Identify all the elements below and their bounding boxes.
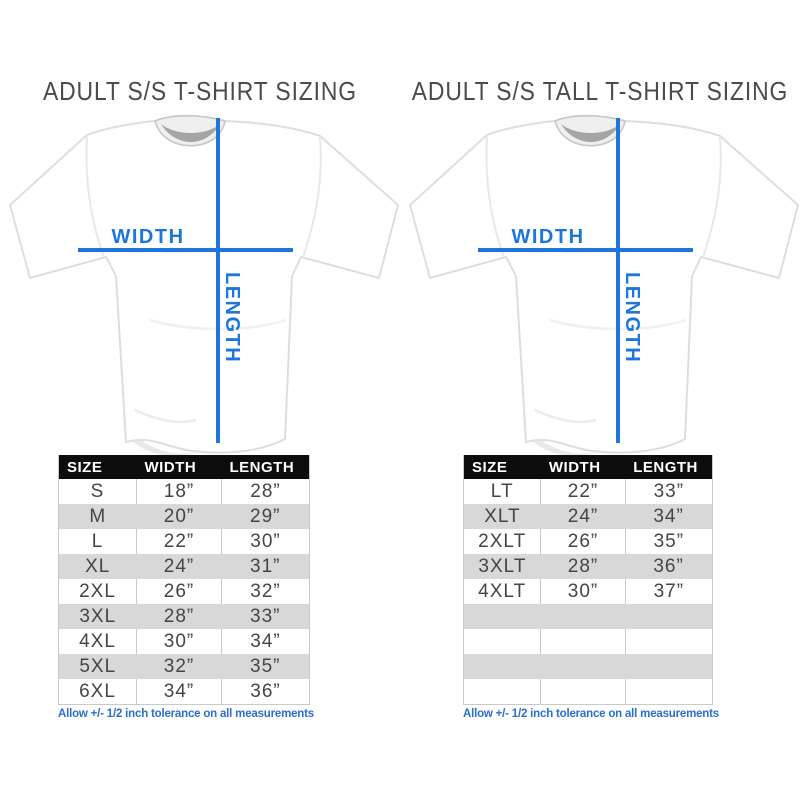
table-cell: 36” [653, 555, 684, 577]
table-cell: 24” [567, 505, 599, 527]
table-cell: 28” [567, 555, 599, 577]
size-table: SIZE WIDTH LENGTH S 18” 28” M 20” 29” L 22” 30” X… [58, 455, 310, 705]
tolerance-note: Allow +/- 1/2 inch tolerance on all meas… [58, 708, 314, 720]
table-cell: XLT [484, 505, 521, 527]
column-header-size: SIZE [59, 455, 137, 479]
table-cell: 26” [540, 529, 626, 554]
table-cell: 34” [136, 679, 222, 704]
table-cell: L [91, 530, 104, 552]
column-header-length: LENGTH [221, 455, 309, 479]
table-row [464, 654, 712, 679]
table-cell: 22” [540, 479, 626, 504]
table-cell: 37” [624, 579, 712, 604]
table-row: 4XLT 30” 37” [464, 579, 712, 604]
tolerance-note: Allow +/- 1/2 inch tolerance on all meas… [463, 708, 719, 720]
table-cell [540, 629, 626, 654]
tshirt-image: WIDTH LENGTH [9, 114, 399, 455]
table-cell: 30” [136, 629, 222, 654]
table-cell: 28” [221, 479, 309, 504]
collar [554, 115, 626, 147]
table-cell: 22” [136, 529, 222, 554]
width-measure-label: WIDTH [511, 226, 584, 248]
table-cell [541, 604, 625, 629]
panel-tall-sizing: ADULT S/S TALL T-SHIRT SIZING WIDTH LENG… [400, 0, 800, 800]
page-title: ADULT S/S T-SHIRT SIZING [43, 76, 357, 106]
table-cell: 3XLT [478, 555, 527, 577]
tshirt-image: WIDTH LENGTH [409, 114, 799, 455]
table-row: 2XL 26” 32” [59, 579, 309, 604]
table-cell: 32” [221, 579, 309, 604]
table-row: S 18” 28” [59, 479, 309, 504]
panel-regular-sizing: ADULT S/S T-SHIRT SIZING WIDTH LENGTH [0, 76, 400, 720]
column-header-size: SIZE [464, 455, 541, 479]
table-row [464, 629, 712, 654]
table-row: M 20” 29” [59, 504, 309, 529]
tshirt-diagram: WIDTH LENGTH [0, 110, 400, 455]
table-cell: 24” [163, 555, 195, 577]
table-cell [625, 604, 712, 629]
table-cell [464, 604, 541, 629]
table-row: 5XL 32” 35” [59, 654, 309, 679]
table-cell: 34” [653, 505, 684, 527]
table-cell [541, 654, 625, 679]
table-cell: 29” [250, 505, 281, 527]
table-cell [464, 654, 541, 679]
table-row [464, 679, 712, 704]
table-cell: 2XLT [478, 530, 527, 552]
table-cell: 2XL [79, 580, 116, 602]
table-cell: 36” [221, 679, 309, 704]
table-cell [464, 679, 541, 704]
table-cell: 35” [250, 655, 281, 677]
table-cell: 34” [221, 629, 309, 654]
table-cell: 28” [163, 605, 195, 627]
table-cell: 4XL [79, 630, 116, 652]
table-row: L 22” 30” [59, 529, 309, 554]
table-cell: 5XL [79, 655, 117, 677]
table-cell: 18” [136, 479, 222, 504]
table-cell [625, 654, 712, 679]
table-row: 3XLT 28” 36” [464, 554, 712, 579]
table-cell: 32” [163, 655, 195, 677]
table-row: XL 24” 31” [59, 554, 309, 579]
table-cell: 35” [624, 529, 712, 554]
table-cell: 4XLT [478, 580, 527, 602]
table-row [464, 604, 712, 629]
width-measure-label: WIDTH [111, 226, 184, 248]
table-cell: 33” [624, 479, 712, 504]
size-table: SIZE WIDTH LENGTH LT 22” 33” XLT 24” 34” 2XLT 2… [463, 455, 713, 705]
table-cell [624, 679, 712, 704]
table-cell: XL [85, 555, 111, 577]
table-cell [464, 629, 541, 654]
table-header-row: SIZE WIDTH LENGTH [464, 455, 712, 479]
tshirt-diagram: WIDTH LENGTH [400, 110, 800, 455]
table-cell: LT [490, 480, 514, 502]
table-row: LT 22” 33” [464, 479, 712, 504]
table-cell: 33” [250, 605, 281, 627]
table-cell: 3XL [79, 605, 117, 627]
table-cell: 26” [136, 579, 222, 604]
table-cell [540, 679, 626, 704]
length-measure-label: LENGTH [221, 272, 243, 363]
column-header-width: WIDTH [540, 455, 626, 479]
table-cell: 31” [250, 555, 281, 577]
table-row: 3XL 28” 33” [59, 604, 309, 629]
collar [154, 115, 226, 147]
table-header-row: SIZE WIDTH LENGTH [59, 455, 309, 479]
table-cell: S [90, 480, 105, 502]
table-cell: 30” [540, 579, 626, 604]
table-row: 4XL 30” 34” [59, 629, 309, 654]
length-measure-label: LENGTH [621, 272, 643, 363]
table-cell: M [89, 505, 107, 527]
table-cell: 6XL [79, 680, 116, 702]
page-title: ADULT S/S TALL T-SHIRT SIZING [411, 76, 789, 106]
table-cell: 20” [163, 505, 195, 527]
table-row: 2XLT 26” 35” [464, 529, 712, 554]
column-header-width: WIDTH [136, 455, 222, 479]
column-header-length: LENGTH [625, 455, 712, 479]
table-cell: 30” [221, 529, 309, 554]
table-row: 6XL 34” 36” [59, 679, 309, 704]
table-cell [624, 629, 712, 654]
table-row: XLT 24” 34” [464, 504, 712, 529]
